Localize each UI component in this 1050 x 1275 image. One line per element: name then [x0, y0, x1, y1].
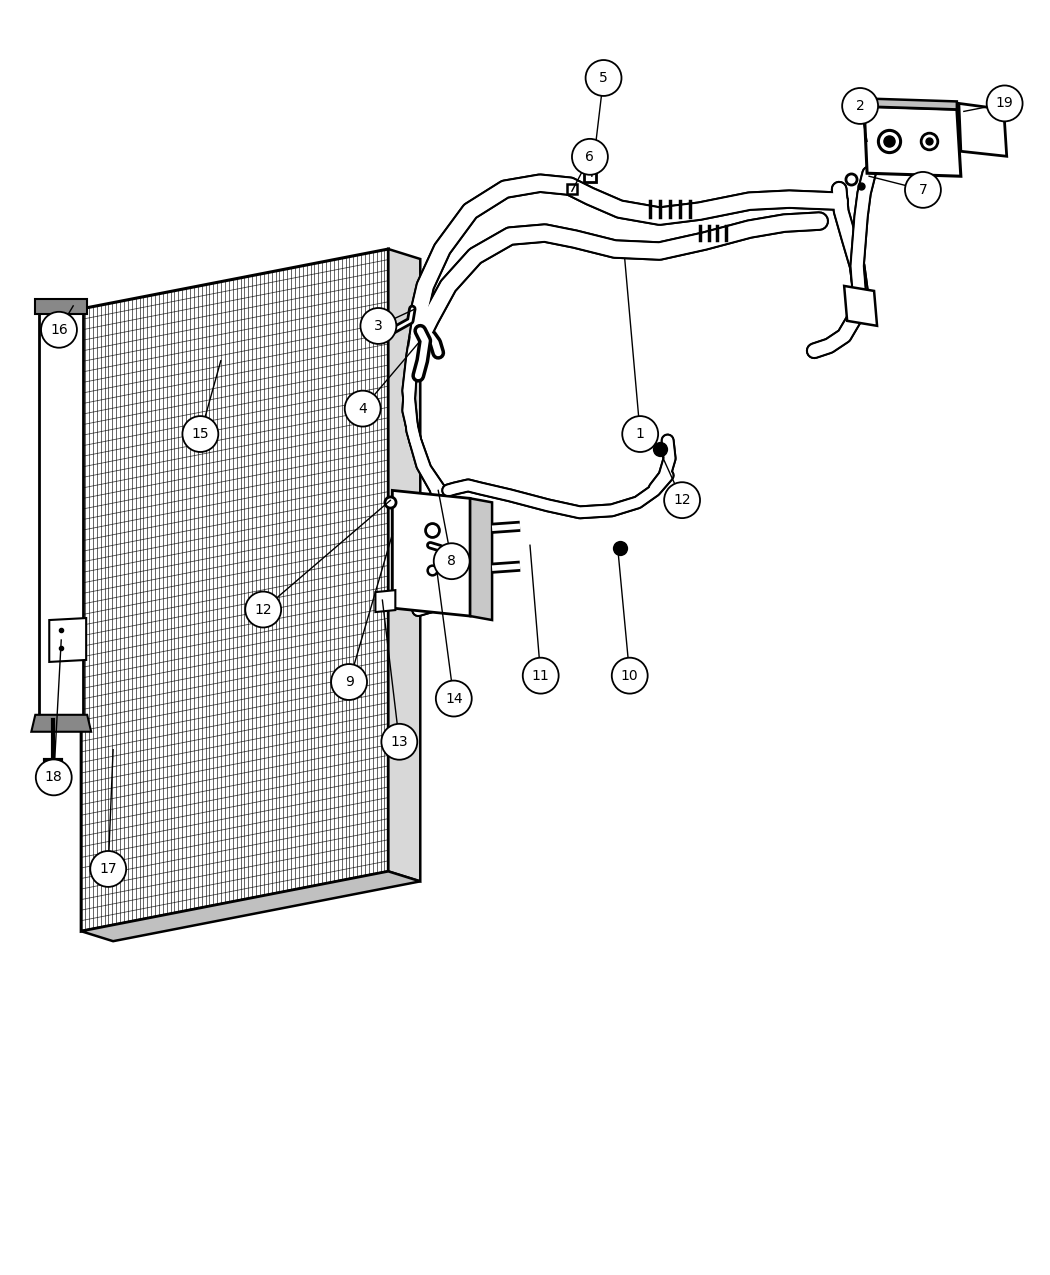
Circle shape: [623, 416, 658, 453]
Circle shape: [331, 664, 368, 700]
Text: 3: 3: [374, 319, 383, 333]
Circle shape: [842, 88, 878, 124]
Text: 8: 8: [447, 555, 456, 569]
Polygon shape: [959, 103, 1007, 157]
Polygon shape: [393, 491, 470, 616]
Circle shape: [586, 60, 622, 96]
Circle shape: [665, 482, 700, 518]
Text: 1: 1: [635, 427, 645, 441]
Text: 12: 12: [254, 603, 272, 617]
Polygon shape: [864, 98, 957, 110]
Text: 15: 15: [191, 427, 209, 441]
Text: 4: 4: [358, 402, 367, 416]
Polygon shape: [864, 106, 961, 176]
Text: 16: 16: [50, 323, 68, 337]
Circle shape: [572, 139, 608, 175]
Circle shape: [183, 416, 218, 453]
Polygon shape: [376, 590, 396, 612]
Circle shape: [436, 681, 471, 717]
Text: 12: 12: [673, 493, 691, 507]
Text: 19: 19: [995, 97, 1013, 111]
Text: 13: 13: [391, 734, 408, 748]
Polygon shape: [49, 618, 86, 662]
Circle shape: [36, 760, 71, 796]
Polygon shape: [470, 499, 492, 620]
Circle shape: [90, 850, 126, 887]
Text: 11: 11: [532, 668, 549, 682]
Polygon shape: [39, 309, 83, 720]
Text: 18: 18: [45, 770, 63, 784]
Text: 2: 2: [856, 99, 864, 113]
Text: 6: 6: [586, 150, 594, 163]
Polygon shape: [81, 249, 388, 931]
Text: 7: 7: [919, 182, 927, 196]
Text: 5: 5: [600, 71, 608, 85]
Circle shape: [41, 312, 77, 348]
Text: 14: 14: [445, 691, 463, 705]
Circle shape: [987, 85, 1023, 121]
Polygon shape: [844, 286, 877, 326]
Text: 9: 9: [344, 674, 354, 688]
Circle shape: [381, 724, 417, 760]
Circle shape: [344, 390, 381, 427]
Circle shape: [434, 543, 469, 579]
Polygon shape: [32, 715, 91, 732]
Circle shape: [360, 309, 396, 344]
Polygon shape: [81, 871, 420, 941]
Circle shape: [523, 658, 559, 694]
Text: 10: 10: [621, 668, 638, 682]
Text: 17: 17: [100, 862, 117, 876]
Polygon shape: [388, 249, 420, 881]
Polygon shape: [36, 298, 87, 314]
Circle shape: [246, 592, 281, 627]
Circle shape: [905, 172, 941, 208]
Circle shape: [612, 658, 648, 694]
